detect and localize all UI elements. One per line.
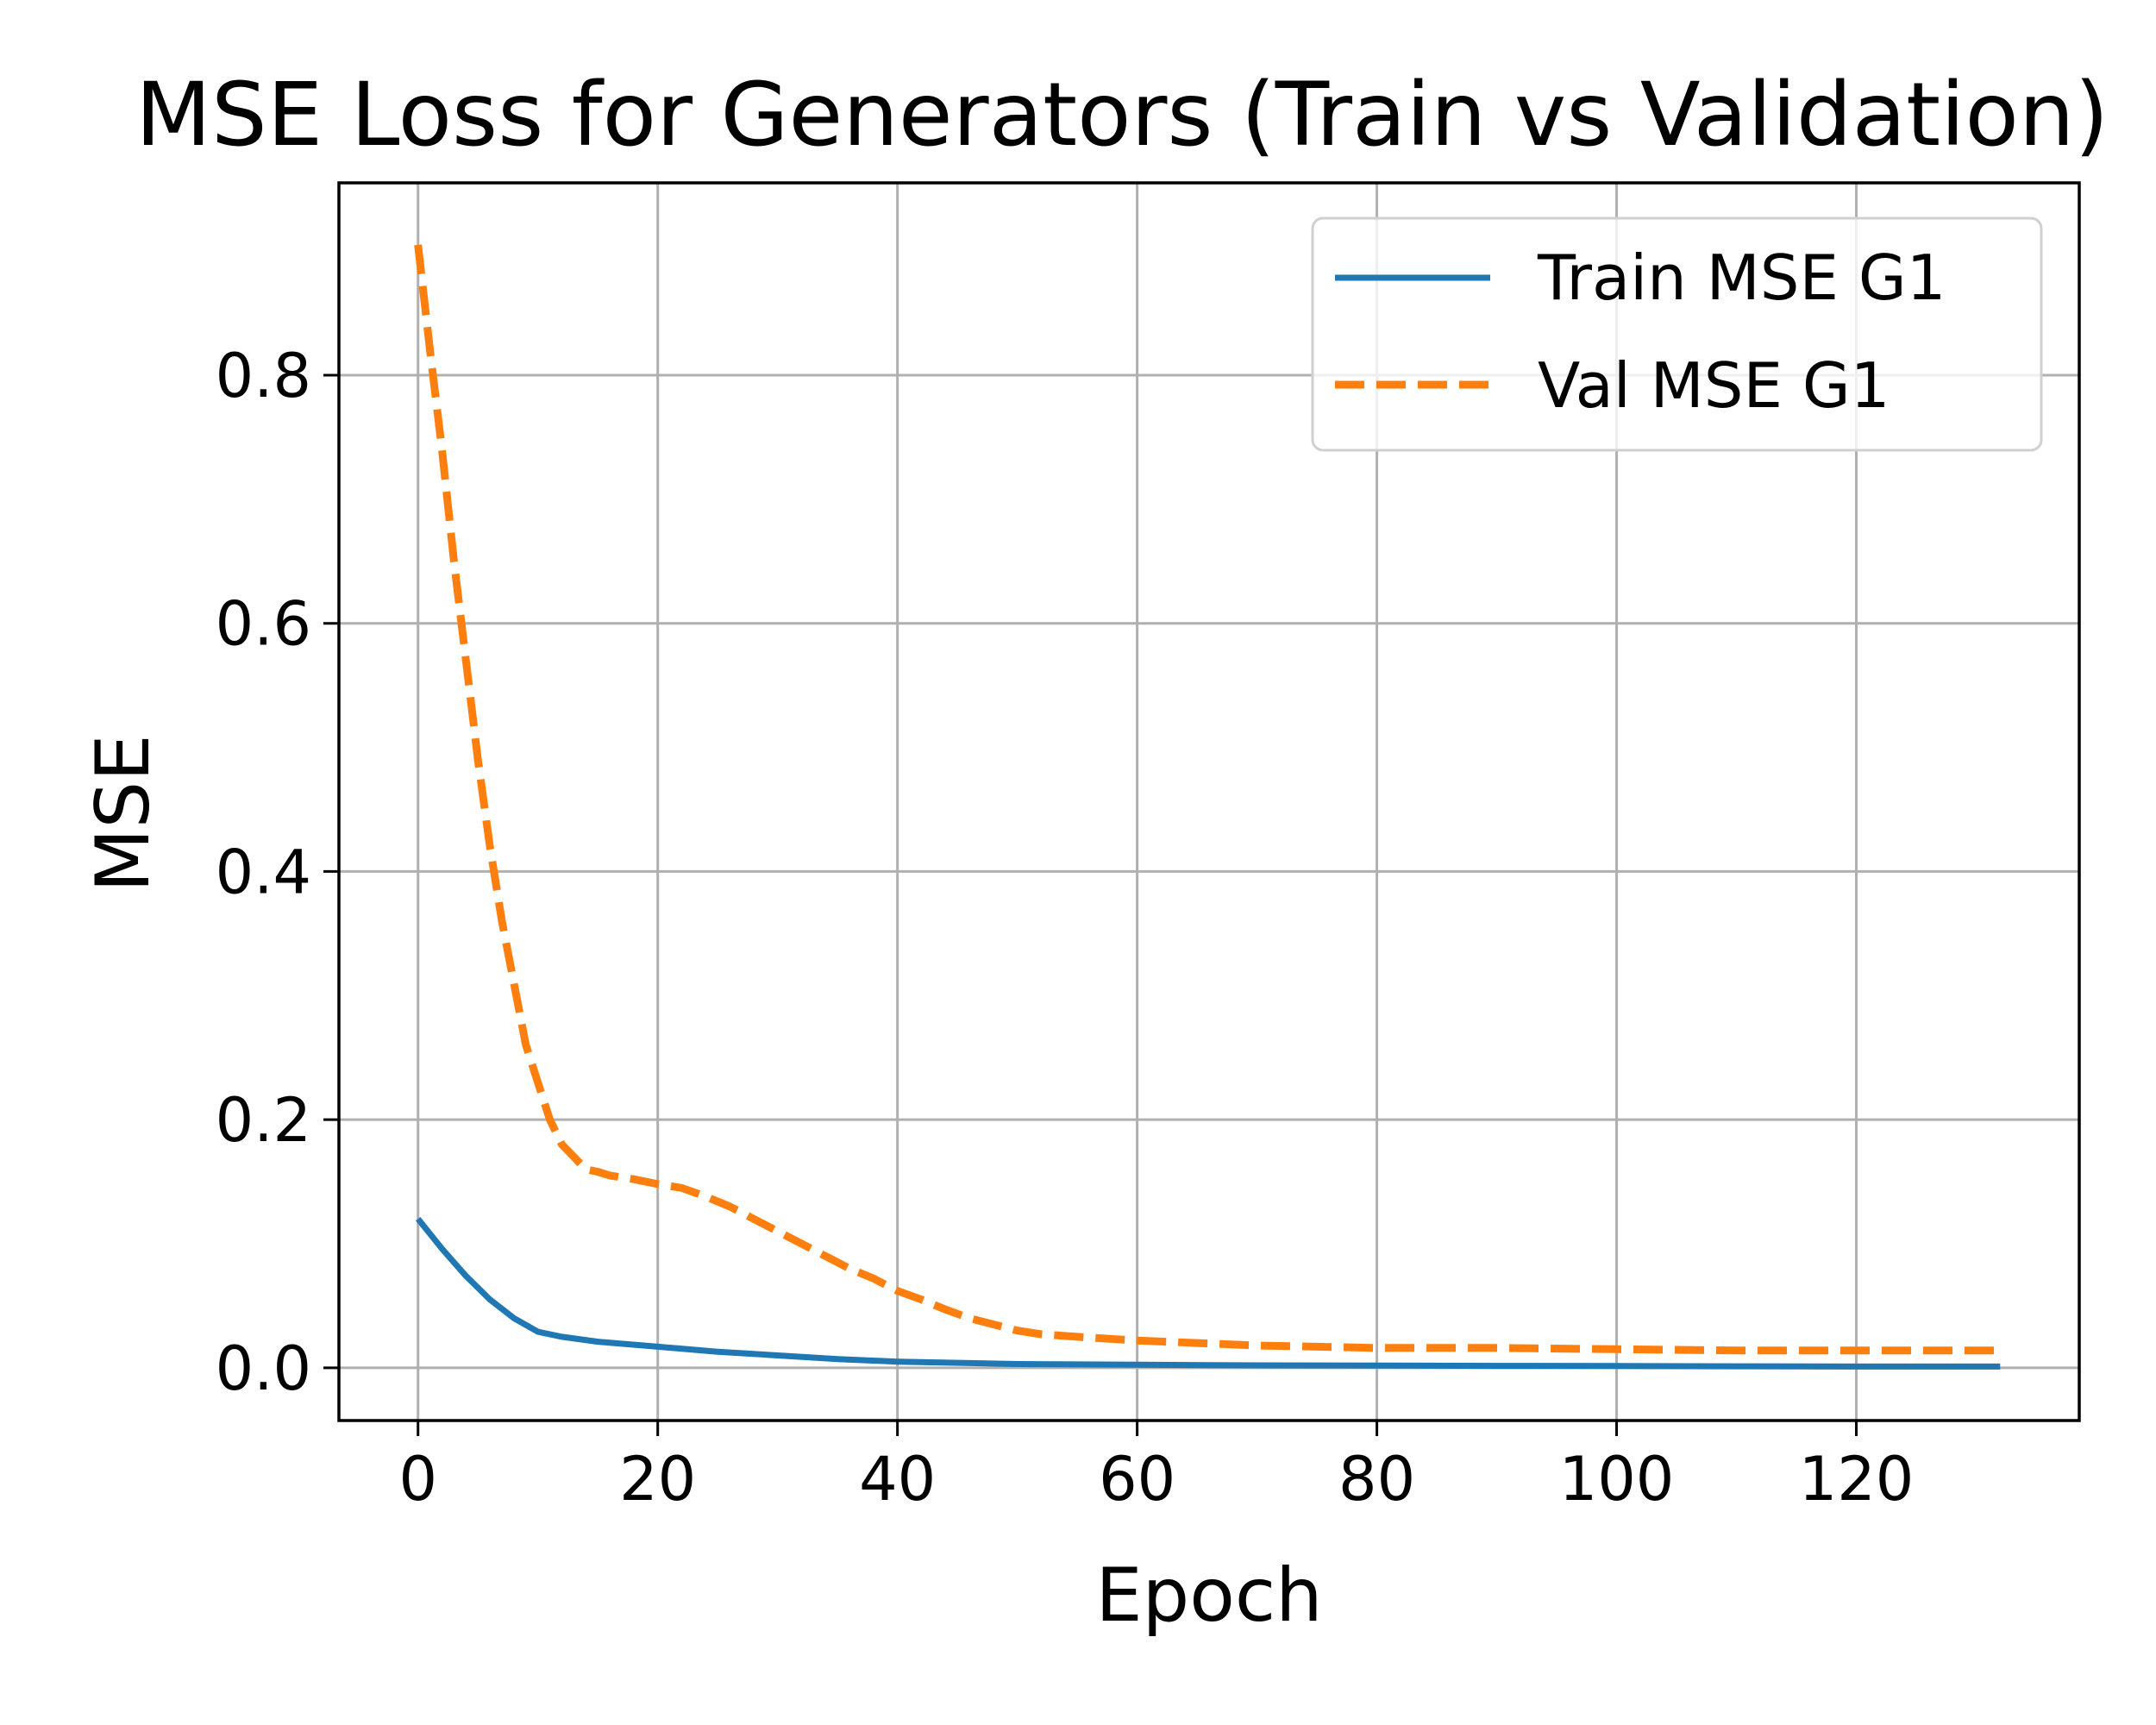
y-tick-label: 0.4: [216, 837, 311, 907]
plot-area-frame: [337, 181, 2081, 1422]
axis-ticks: 0 20 40 60 80 100 120 0.0 0.2 0.4 0.6 0.8: [216, 341, 1915, 1515]
x-tick-label: 120: [1799, 1444, 1915, 1515]
x-tick-label: 100: [1559, 1444, 1675, 1515]
x-axis-label: Epoch: [1095, 1552, 1322, 1639]
y-tick-label: 0.2: [216, 1085, 311, 1156]
y-axis-label: MSE: [80, 734, 166, 892]
y-tick-label: 0.0: [216, 1333, 311, 1404]
legend: Train MSE G1 Val MSE G1: [1311, 216, 2043, 452]
x-tick-label: 80: [1338, 1444, 1415, 1515]
legend-box: [1311, 216, 2043, 452]
x-tick-label: 40: [859, 1444, 936, 1515]
y-tick-label: 0.6: [216, 589, 311, 660]
x-tick-label: 60: [1099, 1444, 1175, 1515]
series-line-train-mse-g1: [415, 1217, 2001, 1370]
x-tick-label: 0: [398, 1444, 437, 1515]
legend-label-train-mse-g1: Train MSE G1: [1537, 242, 1946, 314]
y-tick-label: 0.8: [216, 341, 311, 411]
series-line-val-mse-g1: [414, 244, 2001, 1355]
x-tick-label: 20: [619, 1444, 696, 1515]
plot-lines: [414, 244, 2001, 1370]
legend-label-val-mse-g1: Val MSE G1: [1538, 349, 1890, 422]
chart-title: MSE Loss for Generators (Train vs Valida…: [135, 64, 2109, 166]
grid-lines: [339, 183, 2079, 1421]
